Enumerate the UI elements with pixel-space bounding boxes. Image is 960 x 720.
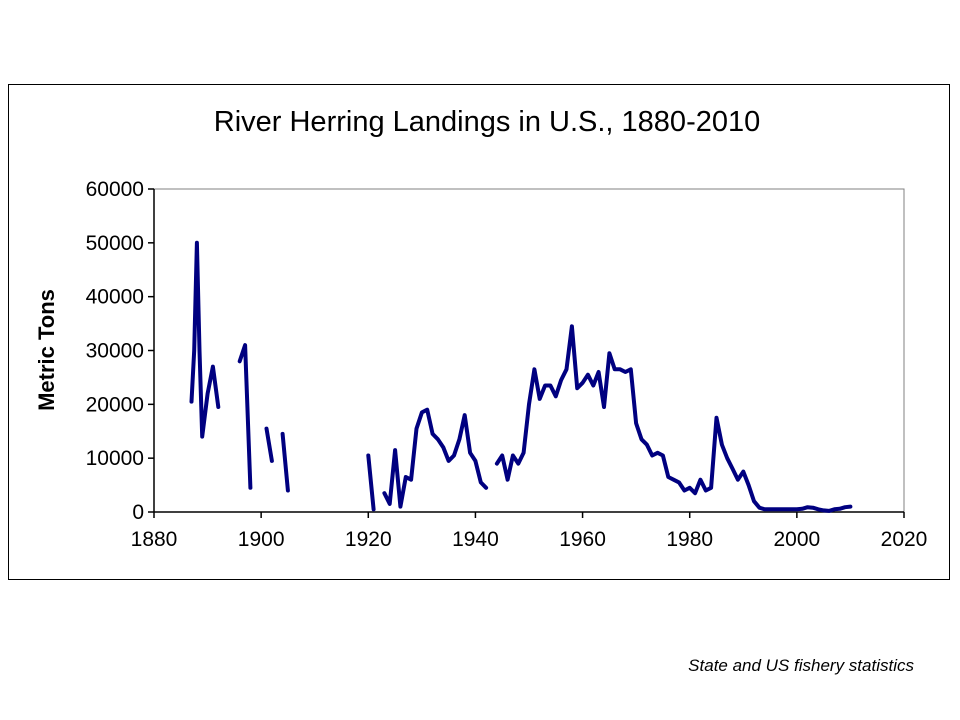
series-line-segment [237,343,253,490]
x-tick-label: 1880 [131,528,178,551]
x-tick-label: 2020 [881,528,928,551]
y-tick-label: 0 [132,501,144,524]
x-tick-label: 1960 [559,528,606,551]
source-note: State and US fishery statistics [688,656,914,675]
series-line-segment [494,324,853,513]
line-chart: River Herring Landings in U.S., 1880-201… [34,106,928,551]
plot-border [154,188,905,512]
series-group [189,240,853,513]
series-line-segment [280,431,290,493]
y-axis-label: Metric Tons [34,289,59,411]
x-tick-label: 2000 [773,528,820,551]
series-line-segment [382,407,489,509]
chart-title: River Herring Landings in U.S., 1880-201… [214,106,760,138]
y-tick-label: 50000 [86,232,144,255]
x-tick-label: 1940 [452,528,499,551]
series-line-segment [189,240,221,439]
y-tick-label: 40000 [86,286,144,309]
y-tick-label: 10000 [86,447,144,470]
x-tick-label: 1900 [238,528,285,551]
plot-area [154,189,904,512]
x-axis-ticks: 1880 1900 1920 1940 1960 1980 2000 2020 [131,512,928,551]
x-tick-label: 1920 [345,528,392,551]
series-line-segment [366,453,376,512]
y-tick-label: 30000 [86,340,144,363]
chart-frame: River Herring Landings in U.S., 1880-201… [8,84,950,580]
y-tick-label: 60000 [86,178,144,201]
series-line-segment [264,426,274,463]
y-tick-label: 20000 [86,393,144,416]
y-axis-ticks: 0 10000 20000 30000 40000 50000 60000 [86,178,154,524]
x-tick-label: 1980 [666,528,713,551]
